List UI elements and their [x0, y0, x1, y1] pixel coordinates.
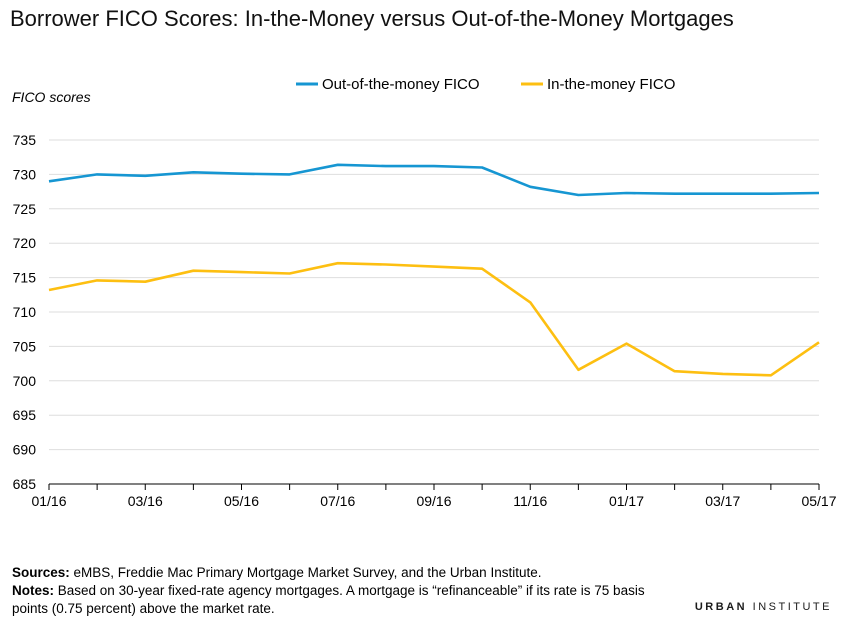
x-tick-label: 03/16 — [128, 493, 163, 509]
grid-lines — [49, 139, 819, 451]
notes-line: Notes: Based on 30-year fixed-rate agenc… — [12, 582, 652, 618]
x-tick-label: 03/17 — [705, 493, 740, 509]
x-tick-label: 05/16 — [224, 493, 259, 509]
brand-bold: URBAN — [694, 601, 748, 613]
legend: Out-of-the-money FICO In-the-money FICO — [296, 76, 675, 93]
y-axis-label: FICO scores — [12, 89, 91, 105]
y-tick-label: 700 — [13, 373, 37, 389]
y-tick-label: 720 — [13, 235, 37, 251]
y-tick-label: 695 — [13, 407, 37, 423]
notes-label: Notes: — [12, 583, 55, 598]
y-tick-label: 705 — [13, 338, 37, 354]
urban-institute-logo: URBAN INSTITUTE — [695, 601, 832, 613]
y-tick-labels: 685 690 695 700 705 710 715 720 725 730 735 — [13, 132, 37, 492]
x-tick-label: 09/16 — [416, 493, 451, 509]
sources-line: Sources: eMBS, Freddie Mac Primary Mortg… — [12, 564, 652, 582]
series-line-in-the-money — [48, 261, 820, 377]
sources-label: Sources: — [12, 565, 70, 580]
y-tick-label: 685 — [13, 476, 37, 492]
notes-text: Based on 30-year fixed-rate agency mortg… — [12, 583, 645, 616]
legend-label: Out-of-the-money FICO — [322, 76, 480, 93]
chart-title: Borrower FICO Scores: In-the-Money versu… — [10, 6, 734, 31]
x-tick-label: 05/17 — [801, 493, 836, 509]
x-tick-label: 11/16 — [513, 493, 547, 509]
footer-notes: Sources: eMBS, Freddie Mac Primary Mortg… — [12, 564, 652, 618]
series-line-out-of-the-money — [48, 163, 820, 197]
legend-label: In-the-money FICO — [547, 76, 675, 93]
series-lines — [48, 163, 820, 377]
x-tick-label: 01/16 — [31, 493, 66, 509]
brand-thin: INSTITUTE — [752, 601, 832, 613]
x-tick-label: 01/17 — [609, 493, 644, 509]
x-axis: 01/16 03/16 05/16 07/16 09/16 11/16 01/17 03/17… — [31, 483, 837, 509]
y-tick-label: 735 — [13, 132, 37, 148]
y-tick-label: 710 — [13, 304, 37, 320]
line-chart: FICO scores 685 690 695 700 705 710 715 720 725 7… — [12, 76, 837, 509]
y-tick-label: 730 — [13, 166, 37, 182]
sources-text: eMBS, Freddie Mac Primary Mortgage Marke… — [69, 565, 542, 580]
y-tick-label: 725 — [13, 201, 37, 217]
x-tick-label: 07/16 — [320, 493, 355, 509]
y-tick-label: 715 — [13, 270, 37, 286]
y-tick-label: 690 — [13, 442, 37, 458]
